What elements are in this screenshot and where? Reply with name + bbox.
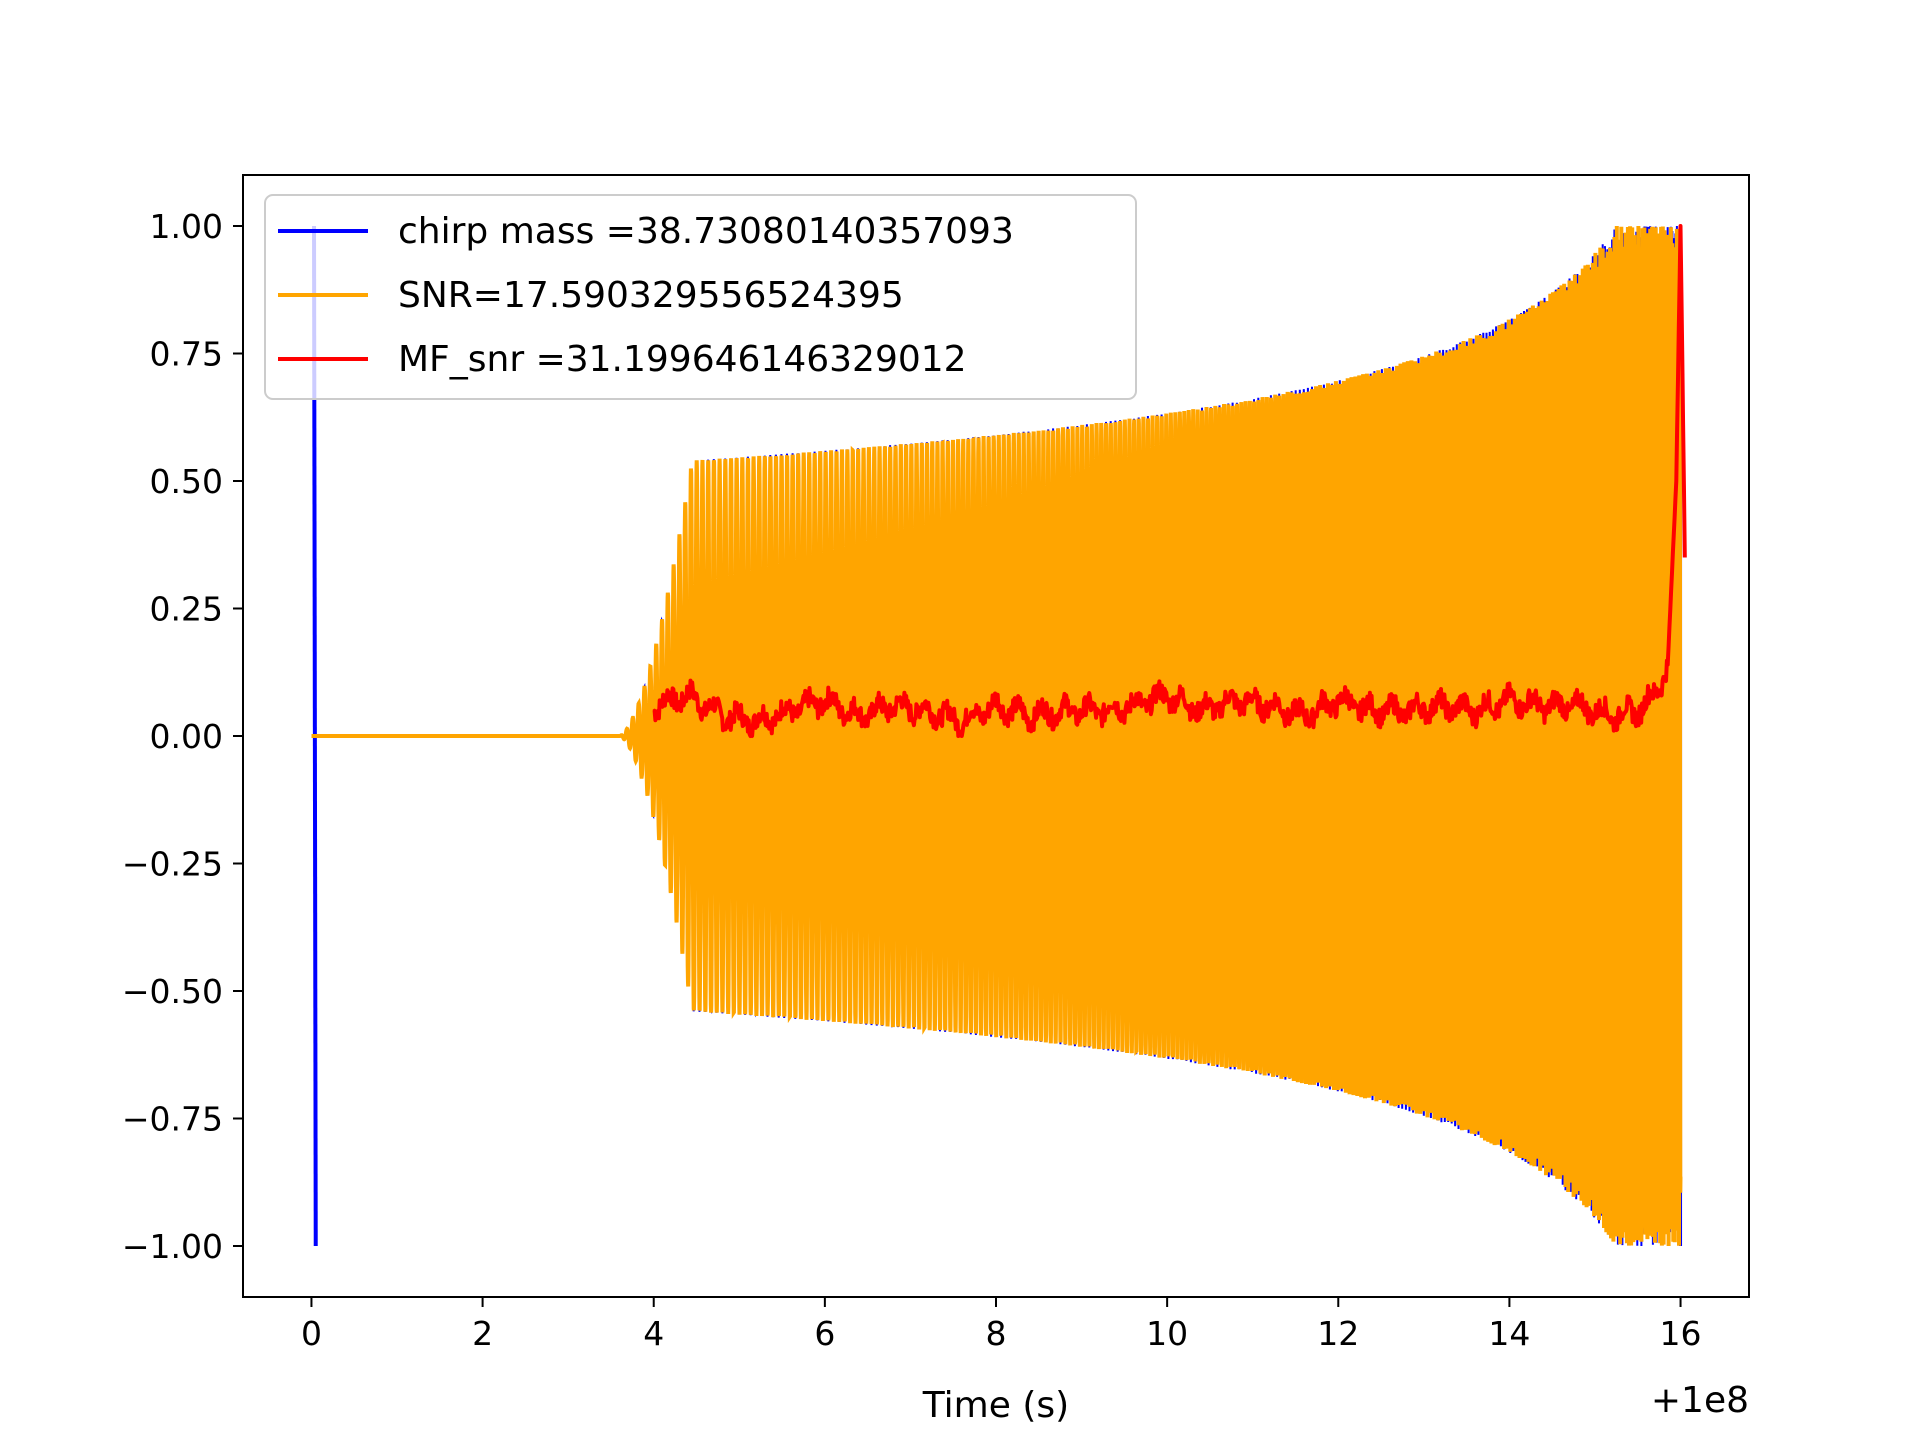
x-tick-label: 8 xyxy=(986,1314,1007,1353)
x-tick-label: 2 xyxy=(472,1314,493,1353)
mf-snr-line xyxy=(652,224,1687,738)
x-tick-label: 14 xyxy=(1488,1314,1530,1353)
y-tick-label: 0.75 xyxy=(150,335,223,374)
y-tick-label: −1.00 xyxy=(122,1227,223,1266)
y-tick-label: −0.50 xyxy=(122,972,223,1011)
y-tick-label: 0.50 xyxy=(150,462,223,501)
x-tick-label: 4 xyxy=(643,1314,664,1353)
y-tick-label: 0.25 xyxy=(150,590,223,629)
y-tick-label: 0.00 xyxy=(150,717,223,756)
snr-line xyxy=(311,225,1683,1247)
x-tick-label: 10 xyxy=(1146,1314,1188,1353)
legend-label-chirp-mass: chirp mass =38.73080140357093 xyxy=(398,211,1014,252)
legend-label-snr: SNR=17.590329556524395 xyxy=(398,275,904,316)
legend: chirp mass =38.73080140357093 SNR=17.590… xyxy=(264,194,1137,400)
x-axis-label: Time (s) xyxy=(922,1385,1069,1426)
y-tick-label: 1.00 xyxy=(150,207,223,246)
legend-label-mf-snr: MF_snr =31.199646146329012 xyxy=(398,339,967,380)
x-offset-label: +1e8 xyxy=(1651,1380,1749,1421)
x-tick-label: 12 xyxy=(1317,1314,1359,1353)
x-tick-label: 16 xyxy=(1660,1314,1702,1353)
y-tick-label: −0.25 xyxy=(122,845,223,884)
y-tick-label: −0.75 xyxy=(122,1100,223,1139)
x-tick-label: 6 xyxy=(814,1314,835,1353)
legend-box xyxy=(264,194,1137,400)
x-tick-label: 0 xyxy=(301,1314,322,1353)
axis-ticks: 0 2 4 6 8 10 12 14 16 1.00 0.75 0.50 0.25 0.00 −0.25 −0… xyxy=(122,207,1702,1353)
